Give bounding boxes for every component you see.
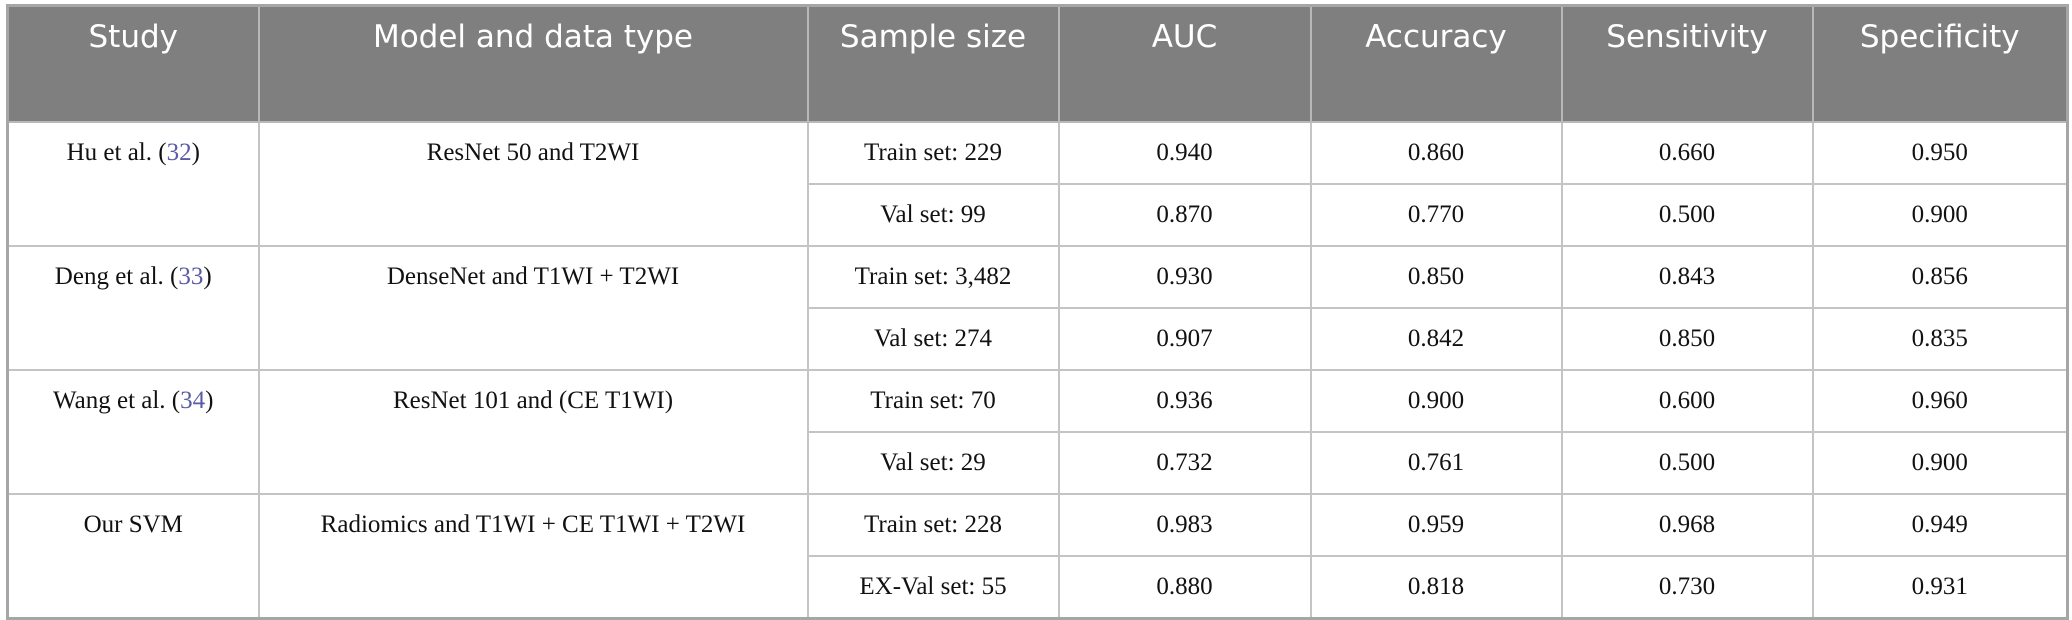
metric-cell: 0.968 [1560,493,1814,557]
column-header: Accuracy [1309,4,1563,123]
column-header: Specificity [1811,4,2069,123]
sample-size-cell: Train set: 3,482 [806,245,1060,309]
metric-cell: 0.900 [1811,183,2069,247]
metric-cell: 0.949 [1811,493,2069,557]
metric-cell: 0.500 [1560,183,1814,247]
reference-link[interactable]: 34 [180,387,206,414]
metric-cell: 0.950 [1811,121,2069,185]
metric-cell: 0.818 [1309,555,1563,620]
results-table: Study Model and data type Sample size AUC Ac… [6,4,2069,620]
sample-size-cell: Train set: 229 [806,121,1060,185]
study-cell: Deng et al. (33) [6,245,260,371]
sample-size-cell: EX-Val set: 55 [806,555,1060,620]
metric-cell: 0.761 [1309,431,1563,495]
metric-cell: 0.850 [1309,245,1563,309]
metric-cell: 0.931 [1811,555,2069,620]
metric-cell: 0.900 [1309,369,1563,433]
table-row: Val set: 99 0.870 0.770 0.500 0.900 [8,183,2069,247]
model-cell: Radiomics and T1WI + CE T1WI + T2WI [257,493,809,620]
metric-cell: 0.936 [1057,369,1312,433]
study-cell: Hu et al. (32) [6,121,260,247]
metric-cell: 0.907 [1057,307,1312,371]
metric-cell: 0.856 [1811,245,2069,309]
study-name: Hu et al. ( [66,139,167,166]
reference-link[interactable]: 33 [178,263,204,290]
metric-cell: 0.732 [1057,431,1312,495]
study-cell: Wang et al. (34) [6,369,260,495]
model-cell: ResNet 50 and T2WI [257,121,809,247]
metric-cell: 0.960 [1811,369,2069,433]
metric-cell: 0.870 [1057,183,1312,247]
metric-cell: 0.959 [1309,493,1563,557]
metric-cell: 0.940 [1057,121,1312,185]
metric-cell: 0.600 [1560,369,1814,433]
study-name: Wang et al. ( [53,387,181,414]
metric-cell: 0.860 [1309,121,1563,185]
table-row: Our SVM Radiomics and T1WI + CE T1WI + T2… [6,493,2069,620]
metric-cell: 0.983 [1057,493,1312,557]
sample-size-cell: Val set: 99 [806,183,1060,247]
table-row: EX-Val set: 55 0.880 0.818 0.730 0.931 [8,555,2069,620]
metric-cell: 0.770 [1309,183,1563,247]
table-row: Wang et al. (34) ResNet 101 and (CE T1WI)… [6,369,2069,495]
model-cell: DenseNet and T1WI + T2WI [257,245,809,371]
table-row: Val set: 274 0.907 0.842 0.850 0.835 [8,307,2069,371]
table-row: Deng et al. (33) DenseNet and T1WI + T2WI… [6,245,2069,371]
table-body: Hu et al. (32) ResNet 50 and T2WI Train se… [6,121,2069,620]
table-header: Study Model and data type Sample size AUC Ac… [6,4,2069,123]
header-row: Study Model and data type Sample size AUC Ac… [6,4,2069,123]
table-row: Val set: 29 0.732 0.761 0.500 0.900 [8,431,2069,495]
metric-cell: 0.843 [1560,245,1814,309]
sample-size-cell: Train set: 70 [806,369,1060,433]
study-name: ) [205,387,214,414]
sample-size-cell: Val set: 274 [806,307,1060,371]
table-row: Hu et al. (32) ResNet 50 and T2WI Train se… [6,121,2069,247]
study-name: ) [203,263,212,290]
sample-size-cell: Train set: 228 [806,493,1060,557]
metric-cell: 0.880 [1057,555,1312,620]
model-cell: ResNet 101 and (CE T1WI) [257,369,809,495]
study-name: ) [191,139,200,166]
column-header: Sample size [806,4,1060,123]
metric-cell: 0.835 [1811,307,2069,371]
reference-link[interactable]: 32 [166,139,192,166]
metric-cell: 0.500 [1560,431,1814,495]
metric-cell: 0.660 [1560,121,1814,185]
metric-cell: 0.930 [1057,245,1312,309]
metric-cell: 0.730 [1560,555,1814,620]
metric-cell: 0.842 [1309,307,1563,371]
column-header: AUC [1057,4,1312,123]
study-name: Our SVM [83,511,183,538]
metric-cell: 0.850 [1560,307,1814,371]
metric-cell: 0.900 [1811,431,2069,495]
sample-size-cell: Val set: 29 [806,431,1060,495]
column-header: Study [6,4,260,123]
column-header: Model and data type [257,4,809,123]
study-cell: Our SVM [6,493,260,620]
column-header: Sensitivity [1560,4,1814,123]
study-name: Deng et al. ( [54,263,179,290]
